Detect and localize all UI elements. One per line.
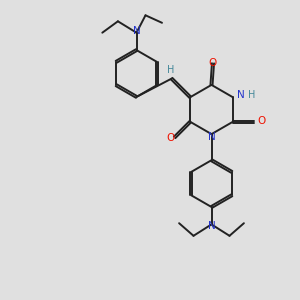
Text: O: O	[208, 58, 217, 68]
Text: O: O	[166, 133, 174, 143]
Text: O: O	[257, 116, 265, 126]
Text: N: N	[208, 221, 215, 231]
Text: N: N	[237, 90, 245, 100]
Text: H: H	[248, 90, 255, 100]
Text: N: N	[133, 26, 140, 36]
Text: H: H	[167, 65, 175, 75]
Text: N: N	[208, 131, 215, 142]
